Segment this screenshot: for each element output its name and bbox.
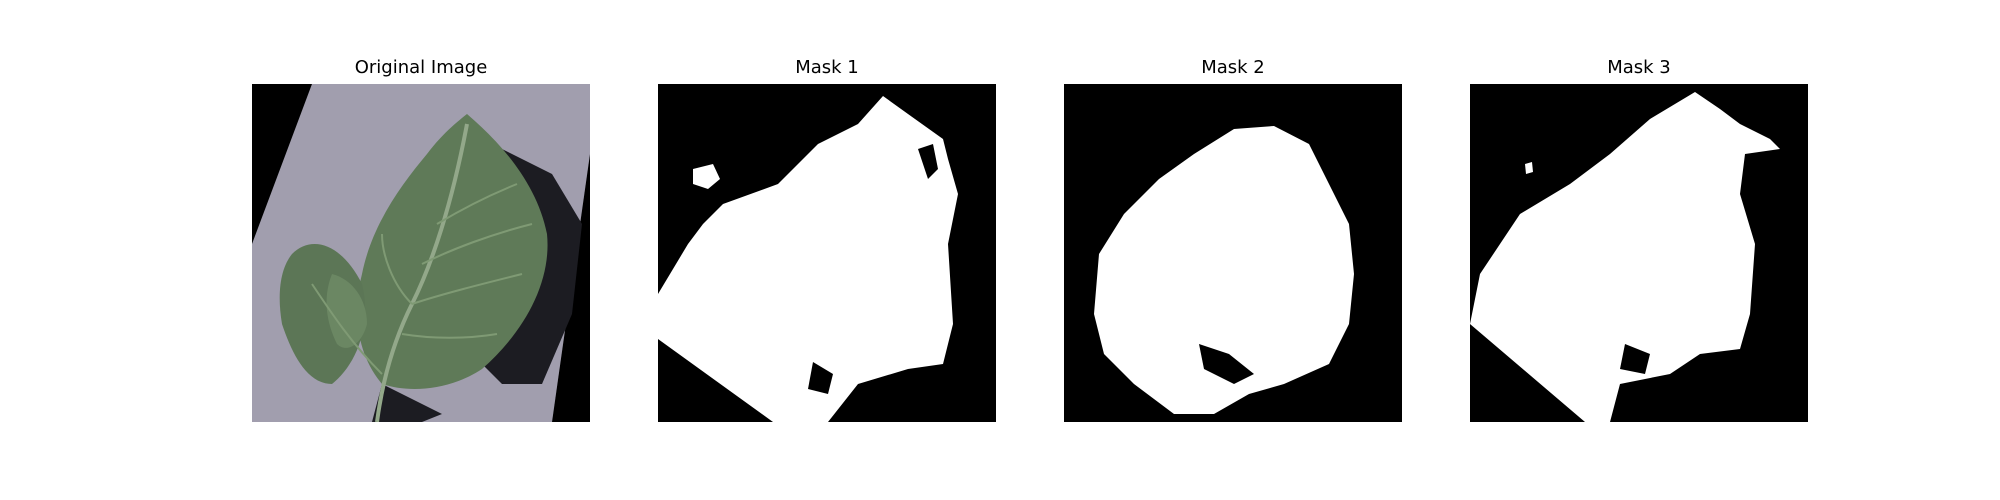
mask-1 [658, 84, 996, 422]
panel-mask-3: Mask 3 [1470, 0, 1808, 500]
mask-2 [1064, 84, 1402, 422]
original-image [252, 84, 590, 422]
mask-2-image [1064, 84, 1402, 422]
leaf-photo [252, 84, 590, 422]
panel-mask-2: Mask 2 [1064, 0, 1402, 500]
mask-3 [1470, 84, 1808, 422]
panel-title: Mask 2 [1201, 57, 1265, 78]
mask-3-image [1470, 84, 1808, 422]
panel-title: Mask 3 [1607, 57, 1671, 78]
panel-title: Mask 1 [795, 57, 859, 78]
panel-original-image: Original Image [252, 0, 590, 500]
mask-1-image [658, 84, 996, 422]
panel-mask-1: Mask 1 [658, 0, 996, 500]
panel-title: Original Image [354, 57, 488, 78]
